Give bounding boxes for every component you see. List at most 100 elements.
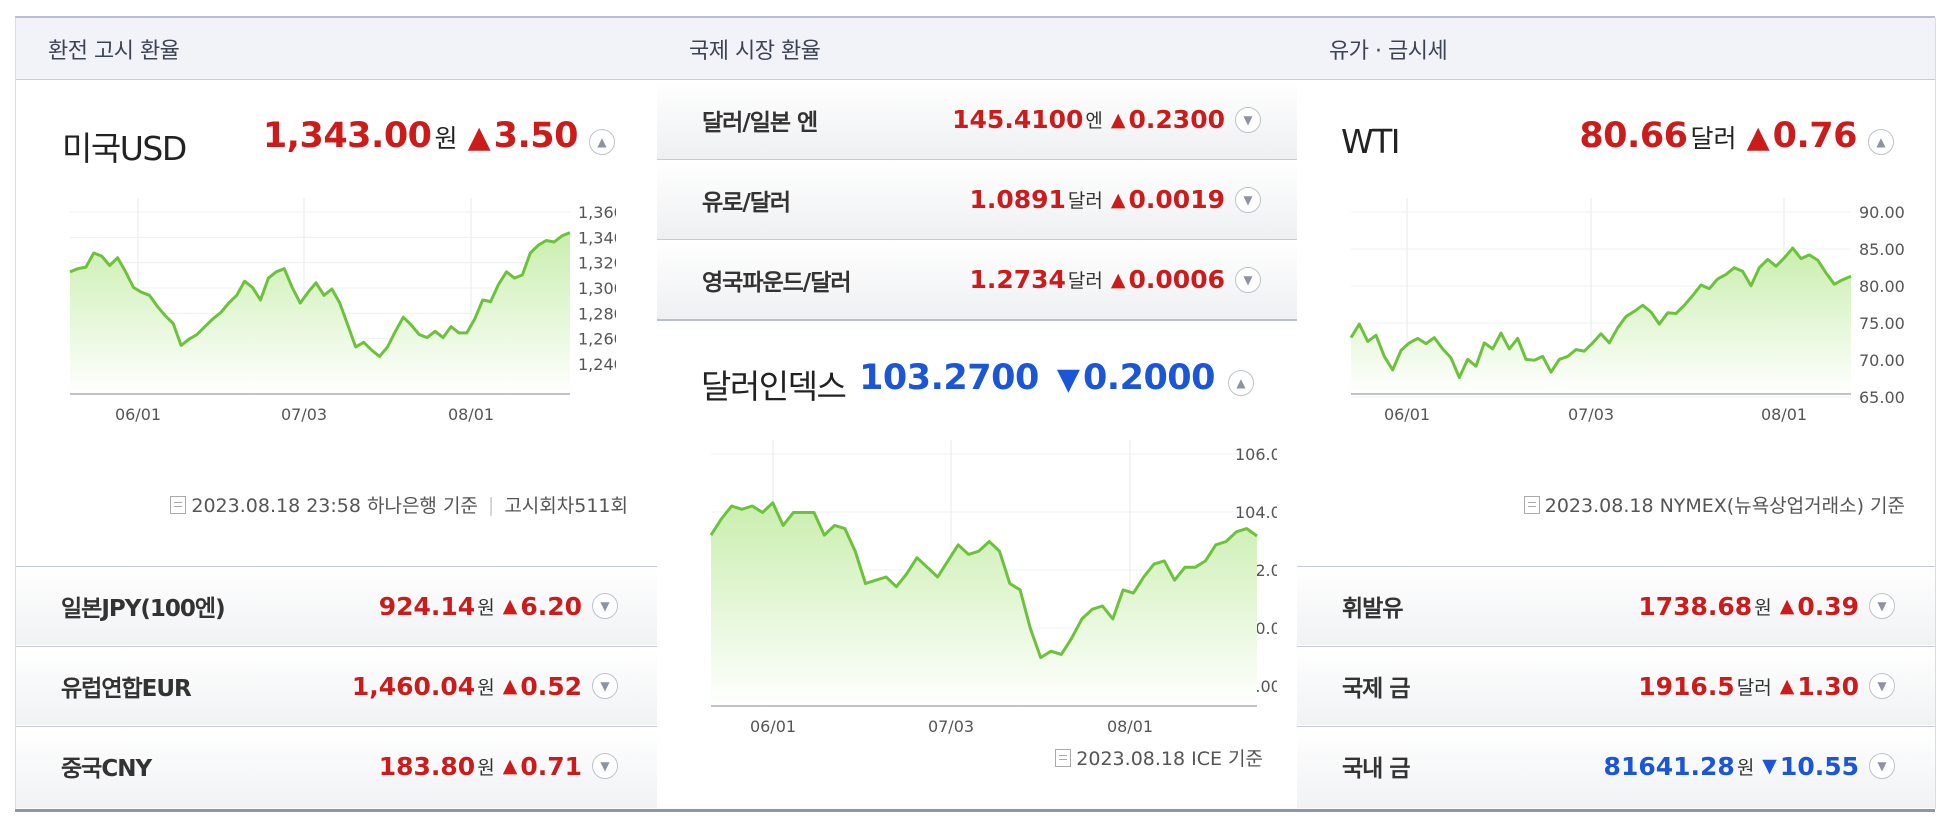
oil-row[interactable]: 휘발유 1738.68 원 ▲ 0.39 ▼ <box>1297 566 1935 645</box>
chevron-down-icon[interactable]: ▼ <box>1869 593 1895 619</box>
chevron-down-icon[interactable]: ▼ <box>592 593 618 619</box>
intl-row[interactable]: 유로/달러 1.0891 달러 ▲ 0.0019 ▼ <box>657 160 1297 240</box>
up-arrow-icon: ▲ <box>1779 675 1795 697</box>
row-values: 1.2734 달러 ▲ 0.0006 ▼ <box>969 240 1261 319</box>
usd-unit: 원 <box>434 124 458 153</box>
chevron-down-icon[interactable]: ▼ <box>592 753 618 779</box>
x-tick-label: 07/03 <box>928 717 974 736</box>
row-unit: 달러 <box>1067 190 1103 212</box>
y-tick-label: 106.00 <box>1235 445 1277 464</box>
series-line <box>709 501 1258 660</box>
oil-gold-column: 유가 · 금시세 WTI 80.66 달러 ▲ 0.76 ▲ 90.00 85.0… <box>1297 18 1936 809</box>
wti-chart: 90.00 85.00 80.00 75.00 70.00 65.00 06/01 07/03… <box>1349 198 1905 424</box>
y-tick-label: 104.00 <box>1235 503 1277 522</box>
usd-footer-round: 고시회차511회 <box>504 495 628 517</box>
chevron-up-icon[interactable]: ▲ <box>589 129 615 155</box>
row-unit: 달러 <box>1736 676 1772 699</box>
exchange-row[interactable]: 일본JPY(100엔) 924.14 원 ▲ 6.20 ▼ <box>16 566 658 645</box>
exchange-row[interactable]: 중국CNY 183.80 원 ▲ 0.71 ▼ <box>16 726 658 808</box>
row-change: 0.2300 <box>1128 105 1225 134</box>
row-value: 1.0891 <box>969 185 1066 214</box>
chevron-down-icon[interactable]: ▼ <box>1869 673 1895 699</box>
y-tick-label: 80.00 <box>1859 277 1905 296</box>
row-values: 924.14 원 ▲ 6.20 ▼ <box>379 567 618 645</box>
y-tick-label: 1,300 <box>578 279 616 298</box>
chevron-down-icon[interactable]: ▼ <box>1235 186 1261 213</box>
x-tick-label: 08/01 <box>448 405 494 424</box>
down-arrow-icon: ▼ <box>1056 362 1080 397</box>
usd-name[interactable]: 미국USD <box>62 129 187 168</box>
dxy-value: 103.2700 <box>859 358 1039 398</box>
chevron-up-icon[interactable]: ▲ <box>1228 370 1254 396</box>
row-unit: 원 <box>477 756 495 779</box>
series-area <box>711 502 1257 706</box>
y-tick-label: 70.00 <box>1859 351 1905 370</box>
oil-row[interactable]: 국제 금 1916.5 달러 ▲ 1.30 ▼ <box>1297 646 1935 725</box>
row-change: 6.20 <box>520 591 582 621</box>
usd-value-group: 1,343.00 원 ▲ 3.50 <box>263 116 579 156</box>
row-values: 145.4100 엔 ▲ 0.2300 ▼ <box>952 80 1261 159</box>
finance-widget: 환전 고시 환율 미국USD 1,343.00 원 ▲ 3.50 ▲ 1,360… <box>15 16 1936 812</box>
row-label: 영국파운드/달러 <box>702 269 852 296</box>
up-arrow-icon: ▲ <box>1110 268 1126 291</box>
intl-row[interactable]: 영국파운드/달러 1.2734 달러 ▲ 0.0006 ▼ <box>657 240 1297 321</box>
row-label: 유럽연합EUR <box>61 676 192 702</box>
x-tick-label: 06/01 <box>1384 405 1430 424</box>
section-title-intl: 국제 시장 환율 <box>657 18 1297 80</box>
row-change: 0.0019 <box>1128 185 1225 214</box>
usd-change: 3.50 <box>493 116 579 156</box>
row-label: 일본JPY(100엔) <box>61 596 226 622</box>
x-tick-label: 08/01 <box>1107 717 1153 736</box>
usd-footer-text: 2023.08.18 23:58 하나은행 기준 <box>191 495 478 517</box>
y-tick-label: 1,360 <box>578 203 616 222</box>
chevron-down-icon[interactable]: ▼ <box>1235 106 1261 133</box>
row-unit: 원 <box>477 676 495 699</box>
chevron-down-icon[interactable]: ▼ <box>1235 266 1261 293</box>
section-title-exchange: 환전 고시 환율 <box>16 18 658 80</box>
wti-name[interactable]: WTI <box>1341 122 1401 161</box>
usd-chart: 1,360 1,340 1,320 1,300 1,280 1,260 1,240 06/01… <box>69 198 616 424</box>
section-title-oil: 유가 · 금시세 <box>1297 18 1935 80</box>
document-icon <box>1055 748 1072 767</box>
row-unit: 원 <box>1736 756 1755 779</box>
dxy-value-group: 103.2700 ▼ 0.2000 <box>859 358 1215 398</box>
up-arrow-icon: ▲ <box>1110 108 1126 131</box>
row-value: 145.4100 <box>952 105 1084 134</box>
y-tick-label: 1,320 <box>578 254 616 273</box>
dxy-chart: 106.00104.00102.00100.0098.0006/0107/030… <box>709 440 1277 736</box>
x-tick-label: 06/01 <box>750 717 796 736</box>
row-change: 0.71 <box>520 751 582 781</box>
chevron-up-icon[interactable]: ▲ <box>1868 129 1894 155</box>
series-line <box>1349 246 1852 379</box>
y-tick-label: 1,260 <box>578 330 616 349</box>
down-arrow-icon: ▼ <box>1762 755 1777 777</box>
document-icon <box>170 495 187 514</box>
intl-market-column: 국제 시장 환율 달러/일본 엔 145.4100 엔 ▲ 0.2300 ▼ 유… <box>657 18 1298 809</box>
row-label: 국제 금 <box>1342 676 1410 702</box>
chevron-down-icon[interactable]: ▼ <box>1869 753 1895 779</box>
x-tick-label: 07/03 <box>281 405 327 424</box>
row-label: 달러/일본 엔 <box>702 109 818 136</box>
row-values: 1738.68 원 ▲ 0.39 ▼ <box>1638 567 1895 645</box>
row-values: 1.0891 달러 ▲ 0.0019 ▼ <box>969 160 1261 239</box>
exchange-row[interactable]: 유럽연합EUR 1,460.04 원 ▲ 0.52 ▼ <box>16 646 658 725</box>
row-change: 10.55 <box>1779 751 1859 781</box>
wti-footer-text: 2023.08.18 NYMEX(뉴욕상업거래소) 기준 <box>1544 495 1905 517</box>
intl-row[interactable]: 달러/일본 엔 145.4100 엔 ▲ 0.2300 ▼ <box>657 80 1297 160</box>
row-value: 1,460.04 <box>351 671 476 701</box>
row-value: 1916.5 <box>1638 671 1735 701</box>
y-tick-label: 1,240 <box>578 355 616 374</box>
up-arrow-icon: ▲ <box>1746 120 1770 155</box>
y-tick-label: 90.00 <box>1859 203 1905 222</box>
row-values: 1,460.04 원 ▲ 0.52 ▼ <box>352 647 618 725</box>
row-unit: 엔 <box>1085 110 1103 132</box>
chevron-down-icon[interactable]: ▼ <box>592 673 618 699</box>
up-arrow-icon: ▲ <box>502 595 518 617</box>
x-tick-label: 08/01 <box>1761 405 1807 424</box>
series-area <box>1351 248 1851 394</box>
row-values: 1916.5 달러 ▲ 1.30 ▼ <box>1638 647 1895 725</box>
x-tick-label: 06/01 <box>115 405 161 424</box>
row-label: 중국CNY <box>61 756 152 782</box>
oil-row[interactable]: 국내 금 81641.28 원 ▼ 10.55 ▼ <box>1297 726 1935 808</box>
dxy-name[interactable]: 달러인덱스 <box>701 367 847 406</box>
